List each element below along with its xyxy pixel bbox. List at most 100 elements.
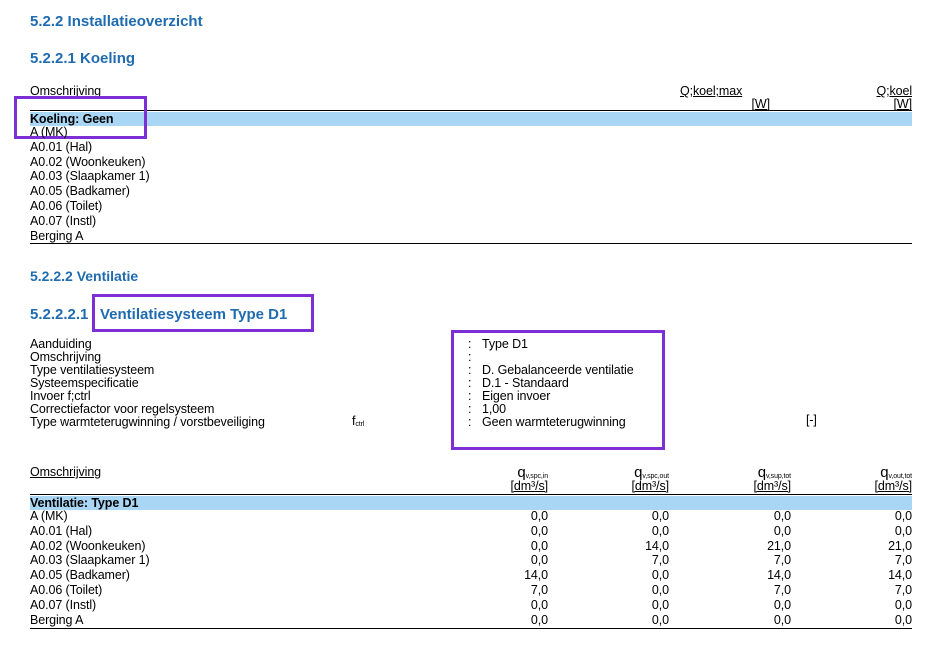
property-colon: :	[468, 363, 472, 377]
property-colon: :	[468, 337, 472, 351]
table-cell: 0,0	[773, 509, 791, 523]
vent-col-description: Omschrijving	[30, 465, 102, 479]
table-cell: 7,0	[773, 583, 791, 597]
section-heading-installatie: 5.2.2 Installatieoverzicht	[30, 13, 203, 30]
koeling-col-qmax-unit: [W]	[751, 97, 771, 111]
table-row: A0.05 (Badkamer)	[30, 568, 130, 583]
highlight-box-system-title	[92, 294, 314, 332]
table-cell: 21,0	[767, 538, 791, 553]
table-row: A (MK)	[30, 125, 68, 139]
table-cell: 0,0	[651, 509, 669, 523]
koeling-group-row: Koeling: Geen	[30, 112, 114, 126]
table-cell: 7,0	[894, 553, 912, 568]
table-cell: 0,0	[894, 523, 912, 538]
property-label: Invoer f;ctrl	[30, 389, 91, 403]
table-row: A (MK)	[30, 509, 68, 523]
table-row: A0.01 (Hal)	[30, 139, 93, 154]
koeling-col-qkoel-unit: [W]	[893, 97, 913, 111]
table-row: A0.07 (Instl)	[30, 213, 97, 228]
table-cell: 0,0	[773, 612, 791, 627]
table-cell: 14,0	[767, 568, 791, 583]
subsection-number: 5.2.2.2.1	[30, 306, 89, 323]
property-value: 1,00	[482, 402, 506, 416]
property-label: Systeemspecificatie	[30, 376, 139, 390]
property-value: Geen warmteterugwinning	[482, 415, 626, 429]
table-cell: 7,0	[530, 583, 548, 597]
table-row: Berging A	[30, 228, 84, 243]
property-value: Type D1	[482, 337, 528, 351]
table-cell: 0,0	[651, 523, 669, 538]
koeling-group-band	[30, 112, 912, 126]
table-cell: 0,0	[894, 612, 912, 627]
property-value: D. Gebalanceerde ventilatie	[482, 363, 634, 377]
table-cell: 0,0	[651, 568, 669, 583]
table-row: A0.06 (Toilet)	[30, 199, 103, 213]
vent-col-unit: [dm³/s]	[510, 479, 549, 493]
vent-col-header: qv,out,tot	[880, 464, 912, 481]
table-cell: 0,0	[530, 538, 548, 553]
property-colon: :	[468, 376, 472, 390]
vent-col-unit: [dm³/s]	[874, 479, 913, 493]
table-row: A0.02 (Woonkeuken)	[30, 154, 146, 169]
table-cell: 14,0	[888, 568, 912, 583]
table-cell: 0,0	[894, 509, 912, 523]
table-row: A0.01 (Hal)	[30, 523, 93, 538]
fctrl-unit: [-]	[806, 413, 817, 427]
property-colon: :	[468, 350, 472, 364]
table-cell: 21,0	[888, 538, 912, 553]
koeling-col-qmax: Q;koel;max	[680, 84, 743, 98]
table-cell: 0,0	[530, 523, 548, 538]
vent-header-rule	[30, 494, 912, 495]
property-colon: :	[468, 389, 472, 403]
table-cell: 7,0	[773, 553, 791, 568]
table-row: Berging A	[30, 612, 84, 627]
property-label: Correctiefactor voor regelsysteem	[30, 402, 215, 416]
vent-group-band	[30, 496, 912, 510]
koeling-col-description: Omschrijving	[30, 84, 102, 98]
table-cell: 0,0	[894, 597, 912, 612]
property-value: Eigen invoer	[482, 389, 551, 403]
table-cell: 0,0	[530, 612, 548, 627]
table-cell: 7,0	[894, 583, 912, 597]
fctrl-symbol: fctrl	[352, 414, 365, 429]
property-colon: :	[468, 415, 472, 429]
property-label: Type ventilatiesysteem	[30, 363, 155, 377]
property-label: Omschrijving	[30, 350, 102, 364]
table-row: A0.03 (Slaapkamer 1)	[30, 169, 150, 184]
table-row: A0.02 (Woonkeuken)	[30, 538, 146, 553]
table-cell: 14,0	[524, 568, 548, 583]
table-cell: 0,0	[651, 612, 669, 627]
property-label: Type warmteterugwinning / vorstbeveiligi…	[30, 415, 265, 429]
highlight-box-koeling	[14, 96, 147, 139]
section-heading-ventilatie: 5.2.2.2 Ventilatie	[30, 268, 139, 284]
table-row: A0.06 (Toilet)	[30, 583, 103, 597]
vent-bottom-rule	[30, 628, 912, 629]
table-cell: 0,0	[651, 583, 669, 597]
table-cell: 0,0	[773, 523, 791, 538]
vent-col-header: qv,sup,tot	[757, 464, 791, 481]
vent-col-header: qv,spc,out	[634, 464, 669, 481]
vent-group-row: Ventilatie: Type D1	[30, 496, 139, 510]
property-label: Aanduiding	[30, 337, 92, 351]
vent-col-header: qv,spc,in	[517, 464, 548, 481]
table-cell: 0,0	[651, 597, 669, 612]
table-row: A0.05 (Badkamer)	[30, 184, 130, 199]
table-row: A0.07 (Instl)	[30, 597, 97, 612]
koeling-header-rule	[30, 110, 912, 111]
subsection-title: Ventilatiesysteem Type D1	[100, 306, 288, 323]
vent-col-unit: [dm³/s]	[631, 479, 670, 493]
table-cell: 7,0	[651, 553, 669, 568]
property-colon: :	[468, 402, 472, 416]
section-heading-koeling: 5.2.2.1 Koeling	[30, 50, 136, 67]
table-cell: 14,0	[645, 538, 669, 553]
table-cell: 0,0	[530, 597, 548, 612]
table-cell: 0,0	[530, 553, 548, 568]
table-cell: 0,0	[530, 509, 548, 523]
vent-col-unit: [dm³/s]	[753, 479, 792, 493]
koeling-bottom-rule	[30, 243, 912, 244]
property-value: D.1 - Standaard	[482, 376, 569, 390]
table-cell: 0,0	[773, 597, 791, 612]
koeling-col-qkoel: Q;koel	[876, 84, 912, 98]
highlight-box-system-values	[451, 330, 665, 450]
table-row: A0.03 (Slaapkamer 1)	[30, 553, 150, 568]
